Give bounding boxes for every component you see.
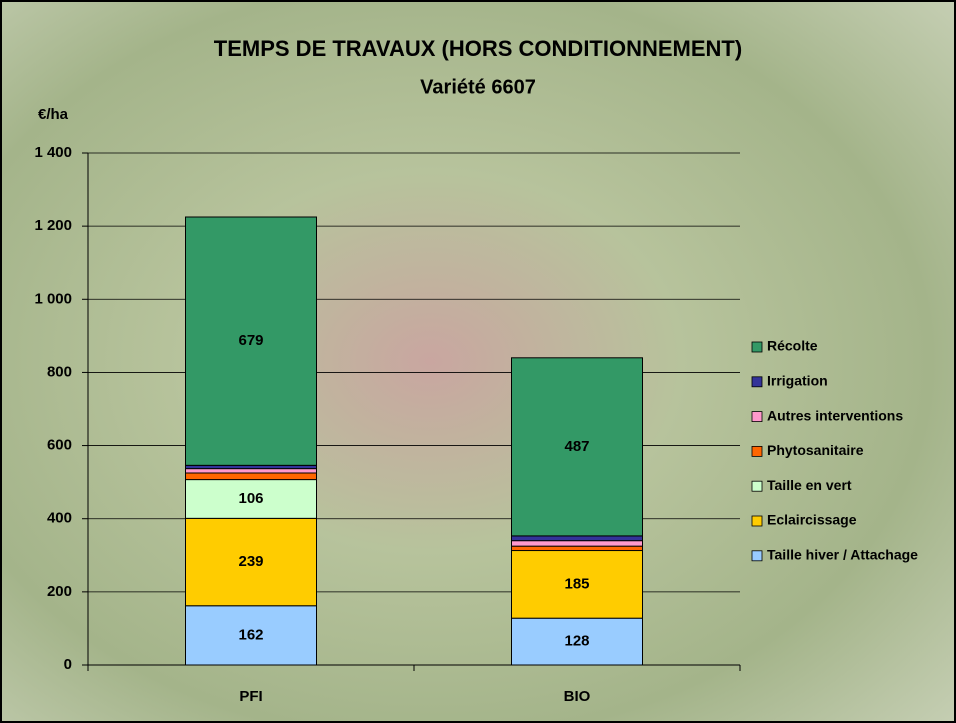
data-label: 128 <box>564 633 589 650</box>
legend-label: Irrigation <box>767 373 828 389</box>
y-tick-label: 1 000 <box>34 290 72 307</box>
legend-swatch <box>751 480 763 492</box>
data-label: 487 <box>564 438 589 455</box>
y-tick-label: 400 <box>47 510 72 527</box>
y-tick-label: 0 <box>64 656 72 673</box>
bar-segment <box>185 216 317 466</box>
legend-label: Phytosanitaire <box>767 442 864 458</box>
bar-segment <box>511 617 643 666</box>
bar-segment <box>511 535 643 542</box>
legend-label: Récolte <box>767 338 818 354</box>
legend-swatch <box>751 411 763 423</box>
bar-segment <box>185 605 317 666</box>
legend-swatch <box>751 376 763 388</box>
chart-title: TEMPS DE TRAVAUX (HORS CONDITIONNEMENT) <box>214 36 742 61</box>
legend-label: Taille en vert <box>767 477 852 493</box>
legend-swatch <box>751 341 763 353</box>
data-label: 106 <box>238 490 263 507</box>
data-label: 239 <box>238 553 263 570</box>
legend-swatch <box>751 515 763 527</box>
x-tick-label: PFI <box>239 688 262 705</box>
chart-subtitle: Variété 6607 <box>420 76 536 98</box>
bar-segment <box>511 357 643 537</box>
x-tick-label: BIO <box>564 688 591 705</box>
legend-swatch <box>751 550 763 562</box>
y-tick-label: 1 200 <box>34 217 72 234</box>
data-label: 679 <box>238 332 263 349</box>
y-tick-label: 800 <box>47 363 72 380</box>
bar-segment <box>185 472 317 481</box>
legend-label: Eclaircissage <box>767 512 857 528</box>
bar-segment <box>511 540 643 547</box>
bar-segment <box>185 468 317 474</box>
legend-swatch <box>751 445 763 457</box>
y-axis-label: €/ha <box>38 106 69 123</box>
legend-label: Taille hiver / Attachage <box>767 547 918 563</box>
data-label: 162 <box>238 626 263 643</box>
y-tick-label: 1 400 <box>34 144 72 161</box>
y-tick-label: 600 <box>47 437 72 454</box>
data-label: 185 <box>564 575 589 592</box>
bar-segment <box>511 545 643 552</box>
bar-segment <box>511 550 643 619</box>
legend-label: Autres interventions <box>767 407 903 423</box>
y-tick-label: 200 <box>47 583 72 600</box>
bar-segment <box>185 517 317 607</box>
